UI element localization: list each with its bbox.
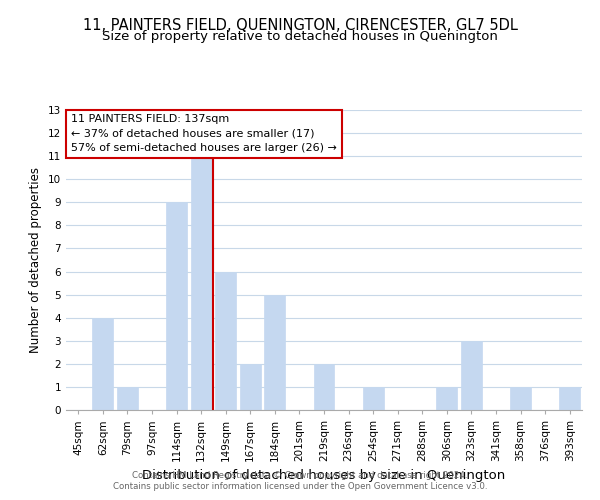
Bar [510,387,531,410]
Bar [461,341,482,410]
Text: 11 PAINTERS FIELD: 137sqm
← 37% of detached houses are smaller (17)
57% of semi-: 11 PAINTERS FIELD: 137sqm ← 37% of detac… [71,114,337,154]
Bar [559,387,580,410]
X-axis label: Distribution of detached houses by size in Quenington: Distribution of detached houses by size … [142,470,506,482]
Bar [191,156,212,410]
Bar [362,387,383,410]
Bar [314,364,334,410]
Bar [436,387,457,410]
Bar [92,318,113,410]
Text: Size of property relative to detached houses in Quenington: Size of property relative to detached ho… [102,30,498,43]
Bar [215,272,236,410]
Bar [117,387,138,410]
Y-axis label: Number of detached properties: Number of detached properties [29,167,43,353]
Text: Contains public sector information licensed under the Open Government Licence v3: Contains public sector information licen… [113,482,487,491]
Bar [265,294,286,410]
Bar [240,364,261,410]
Text: Contains HM Land Registry data © Crown copyright and database right 2024.: Contains HM Land Registry data © Crown c… [132,471,468,480]
Text: 11, PAINTERS FIELD, QUENINGTON, CIRENCESTER, GL7 5DL: 11, PAINTERS FIELD, QUENINGTON, CIRENCES… [83,18,517,32]
Bar [166,202,187,410]
